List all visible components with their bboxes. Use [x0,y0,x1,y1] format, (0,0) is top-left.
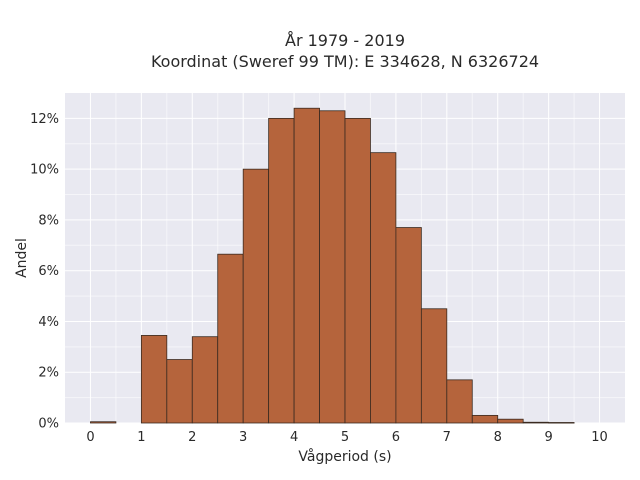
histogram-bar [319,110,346,424]
x-tick-labels: 0 1 2 3 4 5 6 7 8 9 10 [86,430,608,445]
y-tick-labels: 0% 2% 4% 6% 8% 10% 12% [30,112,59,432]
histogram-bar [420,308,448,424]
histogram-bar [191,336,219,424]
x-tick-label: 6 [392,430,400,445]
histogram-bar [370,152,397,424]
histogram-bar [446,379,473,424]
histogram-bar [344,117,371,424]
histogram-bar [268,117,295,424]
histogram-bar [548,422,575,424]
y-tick-label: 10% [30,163,59,178]
x-tick-label: 5 [341,430,349,445]
y-tick-label: 8% [38,213,59,228]
histogram-bar [497,418,524,424]
histogram-bar [522,421,550,424]
x-tick-label: 0 [86,430,94,445]
histogram-bar [395,227,422,424]
x-tick-label: 8 [494,430,502,445]
x-axis-label: Vågperiod (s) [298,448,391,465]
chart-title: År 1979 - 2019 [285,31,405,50]
y-tick-label: 0% [38,417,59,432]
x-tick-label: 10 [591,430,608,445]
x-tick-label: 3 [239,430,247,445]
histogram-bar [471,414,499,424]
histogram-bar [90,421,117,424]
histogram-bar [166,359,193,424]
chart-subtitle: Koordinat (Sweref 99 TM): E 334628, N 63… [151,52,539,71]
x-tick-label: 1 [137,430,145,445]
y-tick-label: 4% [38,315,59,330]
y-tick-label: 2% [38,366,59,381]
x-tick-label: 7 [443,430,451,445]
x-tick-label: 4 [290,430,298,445]
x-tick-label: 9 [544,430,552,445]
y-axis-label: Andel [14,238,30,278]
x-tick-label: 2 [188,430,196,445]
bars [90,107,575,424]
histogram-bar [217,253,244,424]
histogram-bar [293,107,320,424]
y-tick-label: 12% [30,112,59,127]
y-tick-label: 6% [38,264,59,279]
histogram-bar [140,335,168,424]
histogram-bar [242,168,270,424]
